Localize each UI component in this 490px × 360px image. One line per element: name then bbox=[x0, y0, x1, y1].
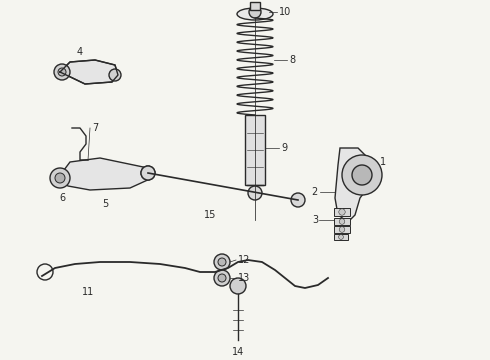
Text: 13: 13 bbox=[238, 273, 250, 283]
Text: 5: 5 bbox=[102, 199, 108, 209]
Text: 7: 7 bbox=[92, 123, 98, 133]
Circle shape bbox=[218, 274, 226, 282]
Circle shape bbox=[50, 168, 70, 188]
Circle shape bbox=[214, 270, 230, 286]
Text: 12: 12 bbox=[238, 255, 250, 265]
Text: 4: 4 bbox=[77, 47, 83, 57]
Bar bbox=[334, 226, 350, 233]
Text: 2: 2 bbox=[312, 187, 318, 197]
Circle shape bbox=[145, 170, 151, 176]
Text: 1: 1 bbox=[380, 157, 386, 167]
Text: 10: 10 bbox=[279, 7, 291, 17]
Bar bbox=[250, 2, 260, 10]
Circle shape bbox=[339, 219, 345, 224]
Bar bbox=[334, 218, 350, 225]
Polygon shape bbox=[335, 148, 370, 222]
Text: 3: 3 bbox=[312, 215, 318, 225]
Text: 6: 6 bbox=[59, 193, 65, 203]
Circle shape bbox=[230, 278, 246, 294]
Circle shape bbox=[109, 69, 121, 81]
Circle shape bbox=[54, 64, 70, 80]
Circle shape bbox=[248, 186, 262, 200]
Text: 8: 8 bbox=[289, 55, 295, 65]
Circle shape bbox=[339, 235, 343, 239]
Circle shape bbox=[58, 68, 66, 76]
Circle shape bbox=[339, 227, 345, 232]
Polygon shape bbox=[58, 158, 152, 190]
Circle shape bbox=[339, 209, 345, 215]
Ellipse shape bbox=[237, 8, 273, 20]
Circle shape bbox=[214, 254, 230, 270]
Circle shape bbox=[342, 155, 382, 195]
Text: 11: 11 bbox=[82, 287, 94, 297]
Text: 15: 15 bbox=[204, 210, 216, 220]
Circle shape bbox=[352, 165, 372, 185]
Text: 14: 14 bbox=[232, 347, 244, 357]
Circle shape bbox=[141, 166, 155, 180]
Circle shape bbox=[291, 193, 305, 207]
Circle shape bbox=[55, 173, 65, 183]
Circle shape bbox=[141, 166, 155, 180]
Bar bbox=[334, 208, 350, 216]
Circle shape bbox=[249, 6, 261, 18]
Text: 9: 9 bbox=[281, 143, 287, 153]
Bar bbox=[245, 115, 265, 185]
Circle shape bbox=[218, 258, 226, 266]
Polygon shape bbox=[60, 60, 118, 84]
Bar bbox=[334, 234, 348, 240]
